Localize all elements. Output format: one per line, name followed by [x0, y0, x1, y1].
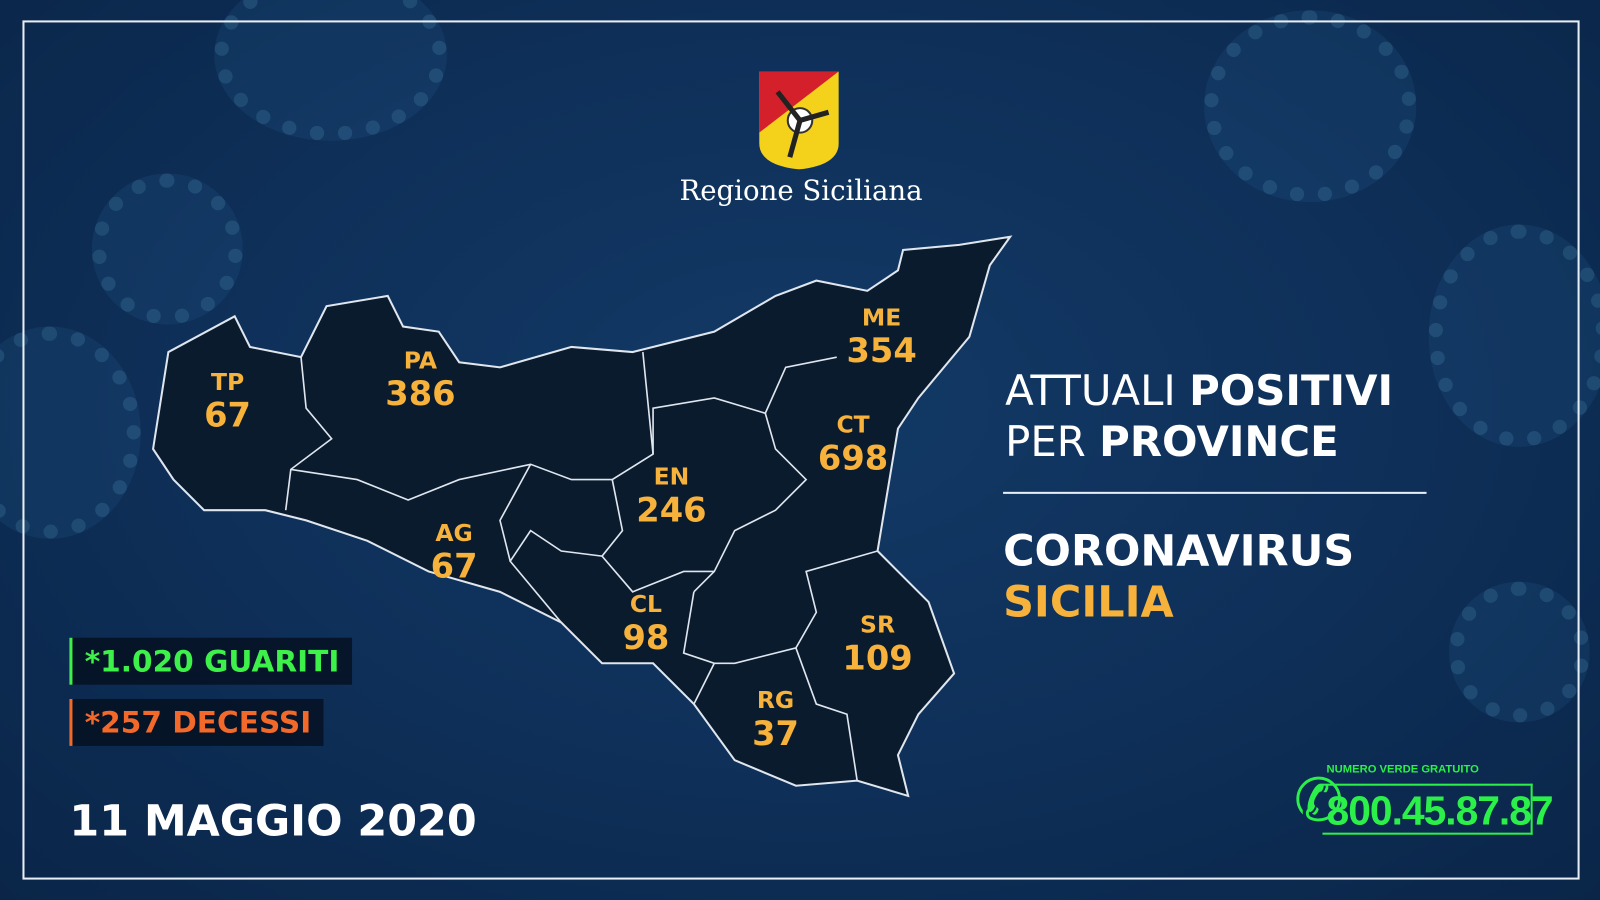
- hotline-number: 800.45.87.87: [1322, 783, 1554, 835]
- sicily-outline: [151, 235, 1013, 798]
- brand-name: Regione Siciliana: [679, 175, 923, 208]
- sicily-coat-of-arms-logo: [759, 71, 839, 170]
- province-label-sr: SR 109: [842, 612, 913, 678]
- headline: ATTUALI POSITIVI PER PROVINCE: [1005, 365, 1393, 467]
- phone-icon: ✆: [1293, 765, 1344, 835]
- hotline-box: ✆ NUMERO VERDE GRATUITO 800.45.87.87: [1293, 761, 1554, 843]
- subtitle: CORONAVIRUS SICILIA: [1003, 526, 1354, 628]
- province-label-tp: TP 67: [204, 369, 251, 435]
- province-label-cl: CL 98: [622, 591, 670, 658]
- province-label-ct: CT 698: [817, 412, 889, 478]
- date-label: 11 MAGGIO 2020: [69, 795, 477, 846]
- recovered-count: *1.020 GUARITI: [69, 637, 352, 685]
- headline-bold-1: POSITIVI: [1189, 366, 1394, 416]
- headline-light-1: ATTUALI: [1005, 366, 1176, 416]
- subtitle-coronavirus: CORONAVIRUS: [1003, 525, 1355, 576]
- hotline-label: NUMERO VERDE GRATUITO: [1326, 763, 1479, 776]
- province-label-en: EN 246: [636, 464, 707, 530]
- divider: [1003, 491, 1427, 494]
- deaths-count: *257 DECESSI: [69, 698, 324, 746]
- province-label-rg: RG 37: [752, 687, 799, 754]
- province-borders: [284, 351, 878, 781]
- province-label-pa: PA 386: [385, 347, 456, 414]
- headline-light-2: PER: [1005, 417, 1086, 467]
- subtitle-sicilia: SICILIA: [1003, 576, 1174, 627]
- province-label-me: ME 354: [846, 305, 917, 371]
- frame-border: [22, 20, 1580, 880]
- headline-bold-2: PROVINCE: [1099, 417, 1339, 467]
- province-label-ag: AG 67: [430, 520, 478, 586]
